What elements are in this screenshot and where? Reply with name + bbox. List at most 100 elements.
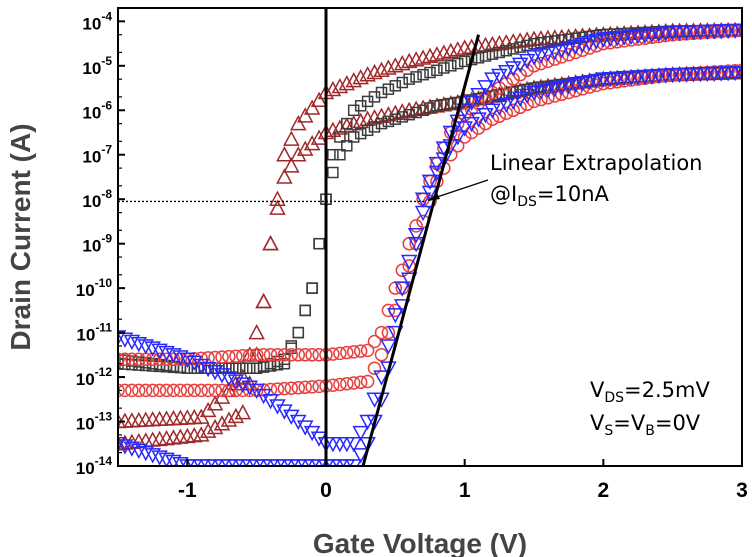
data-point-triangle-down	[414, 205, 432, 222]
y-axis-label: Drain Current (A)	[5, 123, 36, 350]
data-point-triangle-down	[276, 404, 293, 420]
data-point-square	[292, 326, 305, 339]
data-point-square	[403, 108, 415, 121]
data-point-triangle-down	[435, 152, 453, 168]
data-point-circle	[735, 23, 742, 37]
data-point-triangle-up	[227, 407, 245, 424]
data-point-circle	[381, 325, 396, 340]
data-point-circle	[645, 30, 659, 45]
data-point-triangle-down	[290, 414, 307, 431]
annotation-vds: VDS=2.5mV	[590, 378, 710, 406]
data-point-triangle-down	[151, 450, 168, 466]
data-point-triangle-down	[733, 65, 742, 82]
y-tick-label: 10-11	[76, 321, 112, 345]
data-point-triangle-down	[491, 68, 508, 85]
data-point-square	[514, 41, 526, 53]
data-point-square	[313, 237, 325, 250]
y-tick-label: 10-5	[82, 54, 112, 78]
data-point-square	[493, 46, 506, 59]
data-point-triangle-up	[296, 107, 314, 123]
annotation-arrowhead	[428, 193, 440, 201]
data-point-square	[160, 361, 173, 373]
data-point-square	[403, 73, 415, 85]
data-point-triangle-up	[296, 140, 314, 156]
data-point-triangle-down	[463, 116, 480, 133]
data-point-triangle-up	[345, 72, 362, 88]
data-point-triangle-down	[525, 50, 543, 66]
data-point-circle	[735, 63, 742, 78]
y-tick-label: 10-10	[76, 276, 113, 300]
data-point-circle	[360, 374, 375, 389]
annotation-linear-extrapolation: Linear Extrapolation	[490, 151, 702, 175]
data-point-triangle-down	[130, 336, 148, 353]
data-point-triangle-down	[137, 445, 154, 462]
data-point-circle	[367, 361, 382, 375]
data-point-circle	[298, 348, 312, 362]
data-point-triangle-down	[498, 64, 515, 81]
data-point-triangle-down	[283, 409, 300, 425]
data-point-circle	[409, 219, 423, 233]
data-point-triangle-up	[435, 44, 453, 60]
data-point-circle	[270, 348, 285, 362]
data-point-triangle-up	[234, 404, 252, 420]
data-point-triangle-up	[387, 57, 404, 73]
data-point-circle	[194, 383, 208, 398]
data-point-circle	[624, 73, 638, 87]
data-point-triangle-up	[352, 69, 369, 85]
data-point-circle	[346, 376, 361, 390]
data-point-square	[341, 140, 353, 152]
data-point-square	[292, 326, 305, 339]
data-point-circle	[125, 383, 139, 398]
data-point-circle	[236, 383, 250, 398]
data-point-circle	[721, 64, 735, 78]
data-point-circle	[395, 263, 410, 278]
data-point-triangle-down	[241, 380, 258, 396]
data-point-triangle-down	[359, 437, 376, 453]
data-point-triangle-up	[310, 129, 328, 145]
annotation-ids-10na: @IDS=10nA	[490, 182, 610, 210]
data-point-triangle-up	[310, 91, 328, 108]
data-point-triangle-up	[269, 199, 286, 215]
data-point-circle	[173, 383, 188, 398]
data-point-triangle-down	[456, 103, 473, 119]
data-point-triangle-down	[186, 355, 203, 371]
data-point-triangle-up	[290, 115, 307, 131]
data-point-triangle-down	[518, 53, 536, 70]
data-point-circle	[180, 383, 195, 398]
data-point-triangle-down	[477, 107, 494, 124]
data-point-circle	[215, 350, 229, 364]
data-point-triangle-down	[296, 420, 314, 436]
data-point-triangle-down	[352, 425, 369, 442]
data-point-square	[445, 97, 457, 110]
data-point-square	[327, 166, 339, 179]
data-point-square	[396, 111, 409, 123]
data-point-circle	[152, 383, 167, 398]
y-tick-label: 10-8	[82, 187, 112, 211]
data-point-triangle-down	[310, 431, 328, 447]
data-point-triangle-up	[206, 418, 224, 435]
data-point-circle	[284, 381, 299, 395]
data-point-triangle-down	[484, 103, 501, 119]
y-axis-ticks: 10-4 10-5 10-6 10-7 10-8 10-9 10-10 10-11 10-12 1…	[76, 9, 125, 478]
data-point-square	[424, 102, 436, 114]
data-point-circle	[374, 348, 389, 362]
data-point-triangle-up	[220, 411, 238, 427]
data-point-circle	[346, 345, 361, 359]
data-point-triangle-up	[442, 42, 460, 59]
data-point-square	[486, 48, 499, 60]
data-point-triangle-up	[283, 157, 300, 173]
data-point-square	[285, 342, 298, 354]
data-point-square	[472, 92, 485, 105]
data-point-triangle-up	[366, 109, 383, 125]
data-point-square	[237, 362, 249, 374]
data-point-circle	[284, 348, 299, 362]
data-point-triangle-down	[407, 236, 425, 253]
data-point-square	[153, 360, 166, 373]
data-point-triangle-down	[179, 352, 196, 368]
x-axis-label: Gate Voltage (V)	[313, 528, 527, 557]
y-tick-label: 10-13	[76, 410, 113, 434]
data-point-square	[250, 362, 263, 374]
data-point-triangle-down	[532, 48, 550, 64]
data-point-triangle-down	[477, 80, 494, 96]
data-point-square	[341, 117, 353, 130]
